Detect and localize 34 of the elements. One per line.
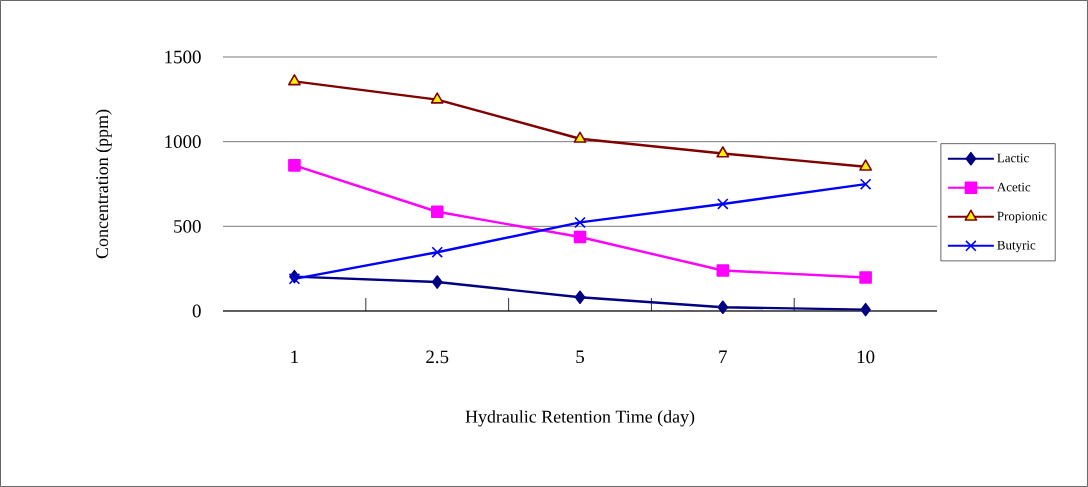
point xyxy=(573,131,587,143)
x-tick-label: 5 xyxy=(576,350,584,364)
legend-label: Acetic xyxy=(997,182,1031,192)
point xyxy=(859,178,872,190)
point xyxy=(430,205,444,219)
point xyxy=(431,275,443,289)
point xyxy=(859,159,873,171)
y-tick-label: 1000 xyxy=(165,135,201,149)
y-tick-label: 1500 xyxy=(165,50,201,64)
point xyxy=(287,74,301,86)
x-tick-label: 1 xyxy=(291,350,298,363)
legend-label: Lactic xyxy=(997,153,1029,163)
y-tick-label: 0 xyxy=(192,304,201,318)
point xyxy=(716,264,730,277)
point xyxy=(573,230,587,244)
y-tick-label: 500 xyxy=(174,219,201,233)
x-tick-label: 2.5 xyxy=(426,350,449,364)
point xyxy=(430,92,444,104)
point xyxy=(574,216,586,229)
point xyxy=(860,302,871,317)
point xyxy=(859,271,872,284)
legend-label: Butyric xyxy=(997,240,1036,253)
point xyxy=(717,198,729,210)
point xyxy=(717,300,729,315)
point xyxy=(716,146,730,158)
point xyxy=(431,246,443,258)
legend-label: Propionic xyxy=(997,211,1047,224)
x-tick-label: 10 xyxy=(857,350,875,364)
x-tick-label: 7 xyxy=(719,350,727,363)
x-axis-title: Hydraulic Retention Time (day) xyxy=(465,410,695,427)
point xyxy=(288,273,301,285)
point xyxy=(574,290,586,305)
point xyxy=(288,159,301,172)
y-axis-title: Concentration (ppm) xyxy=(95,109,112,259)
